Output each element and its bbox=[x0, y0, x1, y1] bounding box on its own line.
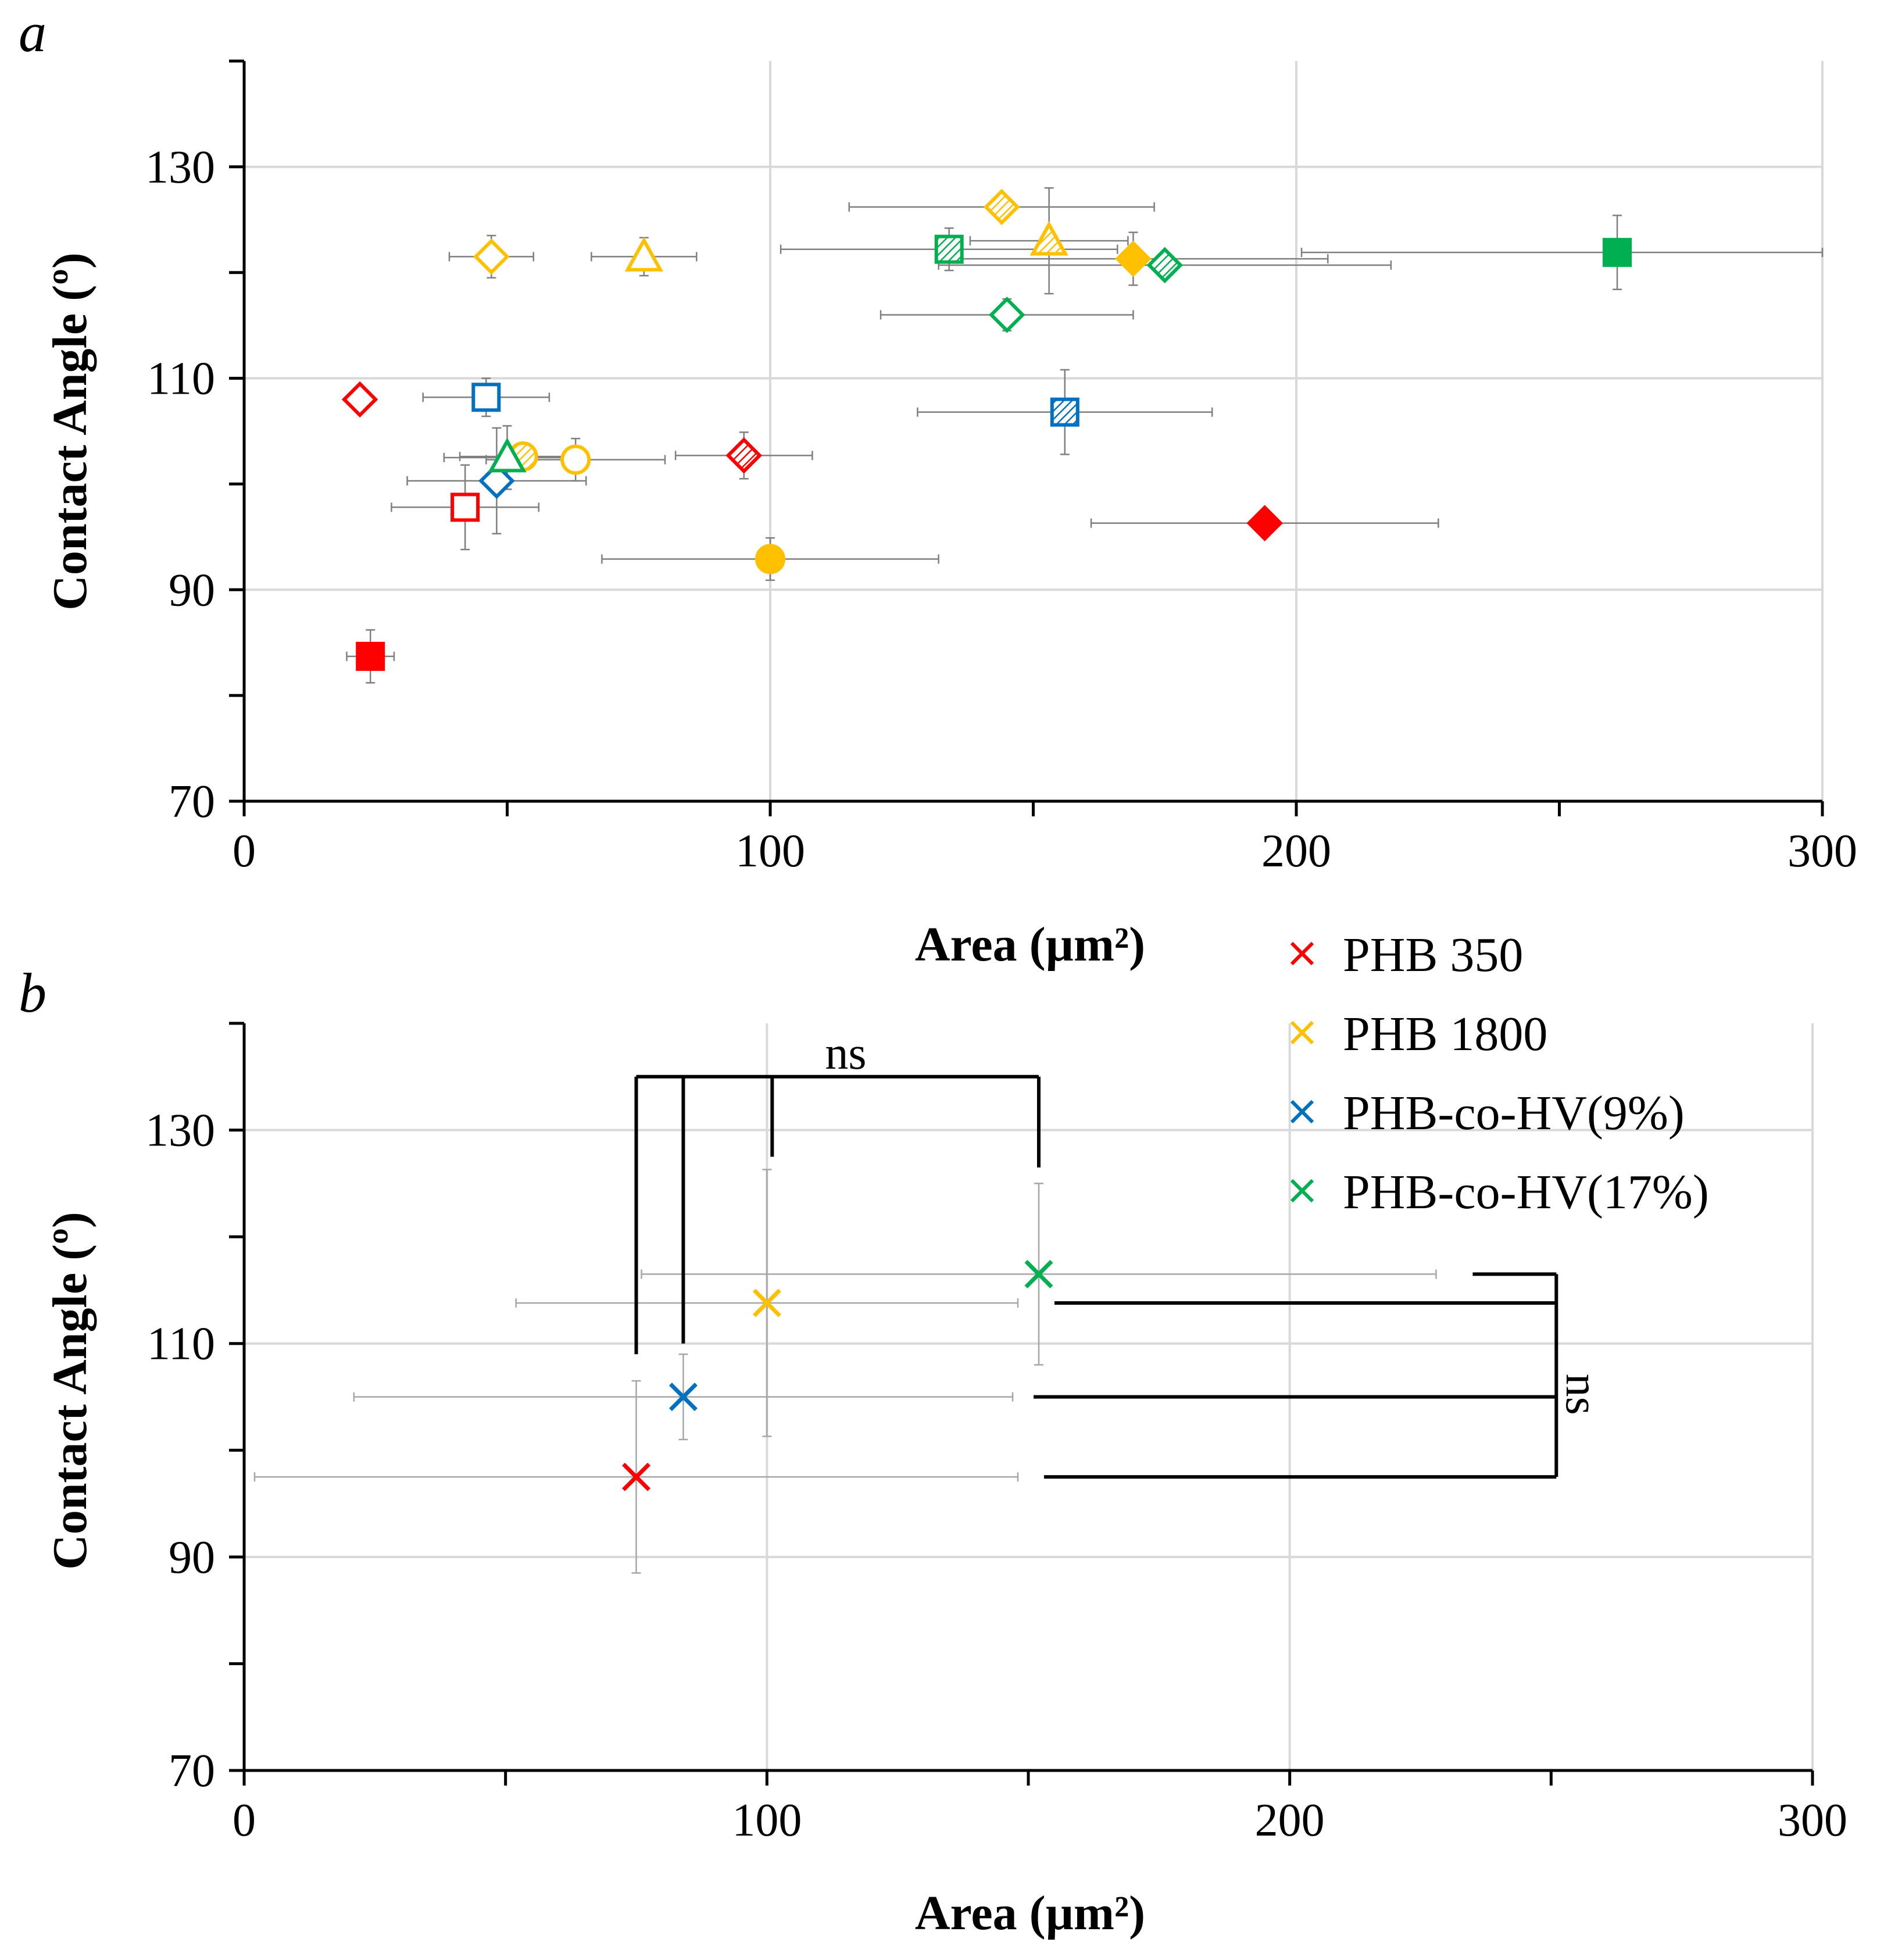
panel-b-x-tick-label-200: 200 bbox=[1255, 1795, 1325, 1846]
panel-a-x-tick-label-100: 100 bbox=[735, 826, 805, 877]
panel-a-marker-phb-350-diamond-open-2 bbox=[341, 381, 378, 418]
panel-a-chart: a 0 100 200 300 70 90 110 130 Area (µm²) Contac… bbox=[19, 1, 1857, 972]
panel-a-marker-phb-1800-triangle-hatched-12 bbox=[1029, 220, 1068, 256]
panel-b-legend-item-phb-1800: PHB 1800 bbox=[1290, 1007, 1547, 1061]
panel-b-errorbars bbox=[253, 1169, 1437, 1574]
panel-b-legend-label-phb-350: PHB 350 bbox=[1343, 928, 1523, 982]
panel-b-legend-label-phb-1800: PHB 1800 bbox=[1343, 1007, 1547, 1061]
panel-a-x-axis-label: Area (µm²) bbox=[915, 917, 1145, 972]
panel-a-marker-phb-co-hv-9-square-open-14 bbox=[471, 383, 501, 412]
panel-b-marker-phb-350 bbox=[622, 1462, 650, 1491]
panel-b-x-tick-label-0: 0 bbox=[233, 1795, 256, 1846]
panel-a-marker-phb-co-hv-17-square-solid-21 bbox=[1603, 238, 1632, 267]
panel-a-marker-phb-1800-diamond-solid-13 bbox=[1115, 240, 1152, 277]
panel-a-marker-phb-350-diamond-solid-5 bbox=[1246, 505, 1283, 541]
panel-b-x-axis-label: Area (µm²) bbox=[915, 1886, 1145, 1940]
panel-a-marker-phb-co-hv-17-square-hatched-18 bbox=[934, 234, 964, 264]
panel-a-errorbars bbox=[346, 187, 1824, 684]
panel-b-y-tick-label-70: 70 bbox=[169, 1745, 215, 1797]
panel-b-legend-item-phb-co-hv-17: PHB-co-HV(17%) bbox=[1290, 1165, 1709, 1219]
panel-b-legend-marker-phb-350 bbox=[1290, 941, 1314, 966]
panel-a-marker-phb-1800-diamond-open-6 bbox=[473, 238, 510, 275]
panel-a-y-tick-label-110: 110 bbox=[147, 354, 215, 405]
panel-b-y-tick-label-110: 110 bbox=[147, 1319, 215, 1370]
panel-a-errorbar-21 bbox=[1300, 215, 1824, 291]
panel-a-marker-phb-1800-diamond-hatched-11 bbox=[983, 188, 1020, 226]
panel-b-markers bbox=[622, 1259, 1053, 1491]
panel-b-legend-marker-phb-co-hv-17 bbox=[1290, 1179, 1314, 1203]
panel-b-axes bbox=[229, 1022, 1814, 1786]
panel-a-marker-phb-350-diamond-hatched-4 bbox=[725, 437, 762, 474]
panel-b-tick-labels: 0 100 200 300 70 90 110 130 bbox=[145, 1105, 1847, 1846]
panel-a-y-axis-label: Contact Angle (º) bbox=[43, 252, 97, 611]
panel-b-marker-phb-co-hv-17 bbox=[1024, 1259, 1053, 1288]
panel-b-y-axis-label: Contact Angle (º) bbox=[43, 1212, 97, 1570]
panel-a-axes bbox=[229, 59, 1824, 816]
panel-a-letter: a bbox=[19, 1, 47, 63]
panel-a-y-tick-label-70: 70 bbox=[169, 776, 215, 827]
panel-a-marker-phb-350-square-open-3 bbox=[451, 492, 480, 522]
panel-b-y-tick-label-130: 130 bbox=[145, 1105, 215, 1156]
panel-a-markers bbox=[341, 188, 1632, 671]
panel-b-legend-item-phb-co-hv-9: PHB-co-HV(9%) bbox=[1290, 1086, 1685, 1140]
panel-b-ns-label-vertical: ns bbox=[1556, 1373, 1607, 1415]
panel-b-legend-label-phb-co-hv-9: PHB-co-HV(9%) bbox=[1343, 1086, 1685, 1140]
panel-a-x-tick-label-0: 0 bbox=[233, 826, 256, 877]
panel-a-y-tick-label-90: 90 bbox=[169, 565, 215, 616]
panel-b-ns-label-horizontal: ns bbox=[825, 1028, 866, 1079]
panel-a-x-tick-label-300: 300 bbox=[1788, 826, 1857, 877]
panel-b-legend-label-phb-co-hv-17: PHB-co-HV(17%) bbox=[1343, 1165, 1709, 1219]
panel-a-marker-phb-co-hv-17-diamond-open-20 bbox=[989, 297, 1025, 333]
panel-b-marker-phb-1800 bbox=[752, 1288, 781, 1318]
panel-b-letter: b bbox=[19, 962, 47, 1024]
panel-b-x-tick-label-100: 100 bbox=[732, 1795, 802, 1846]
panel-a-tick-labels: 0 100 200 300 70 90 110 130 bbox=[145, 142, 1857, 877]
panel-a-marker-phb-co-hv-17-diamond-hatched-19 bbox=[1146, 247, 1183, 284]
panel-a-y-tick-label-130: 130 bbox=[145, 142, 215, 193]
panel-a-marker-phb-1800-circle-solid-10 bbox=[755, 544, 785, 574]
panel-a-grid bbox=[244, 61, 1824, 801]
panel-a-marker-phb-co-hv-17-triangle-open-17 bbox=[488, 437, 527, 473]
panel-b-marker-phb-co-hv-9 bbox=[668, 1383, 698, 1411]
panel-b-significance-brackets bbox=[634, 1074, 1558, 1479]
panel-a-x-tick-label-200: 200 bbox=[1261, 826, 1331, 877]
panel-b-x-tick-label-300: 300 bbox=[1778, 1795, 1847, 1846]
panel-a-marker-phb-1800-circle-open-9 bbox=[560, 444, 591, 475]
panel-b-legend: PHB 350 PHB 1800 PHB-co-HV(9%) PHB-co-HV(17… bbox=[1290, 928, 1709, 1219]
panel-b-y-tick-label-90: 90 bbox=[169, 1532, 215, 1583]
panel-a-marker-phb-350-square-solid-1 bbox=[356, 641, 385, 671]
panel-b-legend-marker-phb-1800 bbox=[1290, 1020, 1314, 1045]
panel-b-legend-marker-phb-co-hv-9 bbox=[1290, 1099, 1314, 1124]
panel-b-legend-item-phb-350: PHB 350 bbox=[1290, 928, 1523, 982]
panel-a-marker-phb-co-hv-9-diamond-open-15 bbox=[478, 462, 515, 499]
panel-a-marker-phb-1800-triangle-open-7 bbox=[624, 237, 663, 272]
panel-a-marker-phb-co-hv-9-square-hatched-16 bbox=[1050, 397, 1079, 427]
